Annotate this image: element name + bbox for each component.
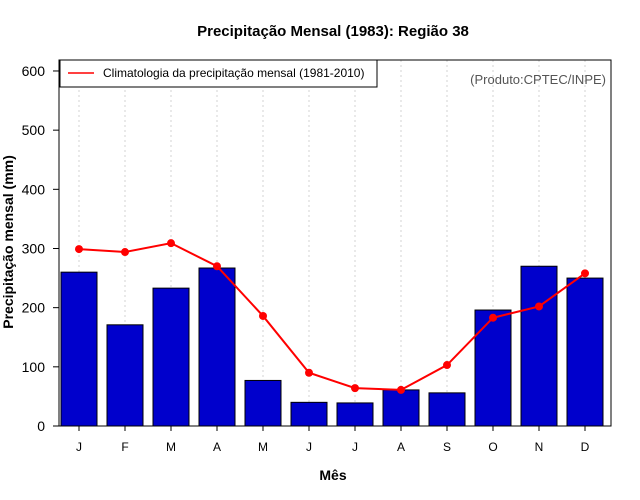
climatology-point-2 — [167, 239, 175, 248]
x-tick-label: F — [121, 440, 128, 454]
x-tick-label: A — [213, 440, 221, 454]
x-axis-label: Mês — [319, 467, 346, 483]
x-tick-label: J — [306, 440, 312, 454]
bar-4 — [244, 379, 282, 427]
climatology-point-4 — [259, 311, 267, 320]
legend: Climatologia da precipitação mensal (198… — [59, 59, 378, 88]
climatology-point-11 — [581, 269, 589, 278]
x-tick-label: J — [352, 440, 358, 454]
y-tick-label: 200 — [22, 300, 46, 316]
bar-3 — [198, 267, 236, 427]
bar-10 — [520, 265, 558, 427]
x-tick-label: O — [488, 440, 497, 454]
x-tick-label: M — [258, 440, 268, 454]
legend-box — [59, 59, 378, 88]
bar-9 — [474, 309, 512, 427]
climatology-point-8 — [443, 361, 451, 370]
x-tick-label: J — [76, 440, 82, 454]
y-tick-label: 400 — [22, 181, 46, 197]
x-tick-label: S — [443, 440, 451, 454]
x-tick-label: D — [581, 440, 590, 454]
bar-11 — [566, 277, 604, 427]
chart-title: Precipitação Mensal (1983): Região 38 — [197, 23, 469, 40]
y-axis: 0 100 200 300 400 500 600 — [22, 63, 59, 434]
climatology-polyline — [78, 242, 586, 391]
bar-0 — [60, 271, 98, 427]
y-axis-label: Precipitação mensal (mm) — [0, 155, 16, 329]
bar-2 — [152, 287, 190, 427]
bar-5 — [290, 401, 328, 427]
climatology-point-0 — [75, 245, 83, 254]
y-tick-label: 100 — [22, 359, 46, 375]
bar-1 — [106, 324, 144, 427]
legend-label: Climatologia da precipitação mensal (198… — [103, 66, 364, 80]
climatology-point-1 — [121, 248, 129, 257]
bar-8 — [428, 392, 466, 427]
climatology-point-5 — [305, 368, 313, 377]
climatology-point-10 — [535, 302, 543, 311]
credit-text: (Produto:CPTEC/INPE) — [470, 72, 606, 87]
climatology-point-3 — [213, 262, 221, 271]
y-tick-label: 600 — [22, 63, 46, 79]
x-tick-label: N — [535, 440, 544, 454]
bar-7 — [382, 389, 420, 427]
climatology-point-7 — [397, 385, 405, 394]
climatology-line — [75, 239, 589, 394]
x-tick-label: M — [166, 440, 176, 454]
y-tick-label: 300 — [22, 240, 46, 256]
y-tick-label: 500 — [22, 122, 46, 138]
x-tick-label: A — [397, 440, 405, 454]
climatology-point-6 — [351, 384, 359, 393]
y-tick-label: 0 — [37, 418, 45, 434]
bar-6 — [336, 402, 374, 427]
climatology-point-9 — [489, 313, 497, 322]
bars — [60, 265, 604, 427]
